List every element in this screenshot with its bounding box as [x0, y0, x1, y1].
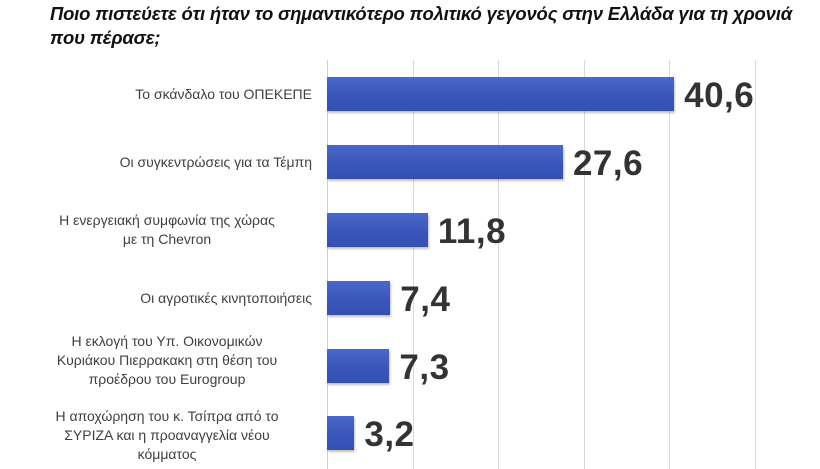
value-label: 27,6	[572, 144, 644, 183]
category-label-line: Οι συγκεντρώσεις για τα Τέμπη	[119, 153, 312, 170]
category-label-line: Κυριάκου Πιερρακακη στη θέση του	[56, 351, 278, 368]
gridline-10	[413, 60, 414, 469]
category-label: Η εκλογή του Υπ. Οικονομικών Κυριάκου Πι…	[22, 330, 312, 390]
value-label: 11,8	[437, 212, 507, 251]
gridline-50	[755, 60, 756, 469]
value-label: 40,6	[684, 76, 755, 115]
bar	[327, 349, 390, 383]
bar	[327, 77, 675, 111]
category-label: Οι συγκεντρώσεις για τα Τέμπη	[22, 145, 312, 179]
bar	[327, 213, 428, 247]
gridline-40	[669, 60, 670, 469]
category-label-line: κόμματος	[137, 445, 197, 462]
category-label-line: Η εκλογή του Υπ. Οικονομικών	[71, 332, 263, 349]
category-label-line: Οι αγροτικές κινητοποιήσεις	[140, 289, 312, 306]
category-label-line: Το σκάνδαλο του ΟΠΕΚΕΠΕ	[135, 85, 312, 102]
bar	[327, 145, 563, 179]
gridline-20	[498, 60, 499, 469]
bar	[327, 281, 391, 315]
category-label-line: Η αποχώρηση του κ. Τσίπρα από το	[55, 407, 279, 424]
value-label: 3,2	[364, 415, 415, 454]
value-label: 7,3	[399, 348, 450, 387]
y-axis-line	[327, 60, 328, 469]
category-label: Οι αγροτικές κινητοποιήσεις	[22, 281, 312, 315]
gridline-30	[584, 60, 585, 469]
category-label-line: ΣΥΡΙΖΑ και η προαναγγελία νέου	[64, 426, 270, 443]
chart-title: Ποιο πιστεύετε ότι ήταν το σημαντικότερο…	[50, 3, 792, 48]
category-label-line: Η ενεργειακή συμφωνία της χώρας	[59, 212, 275, 228]
bar	[327, 416, 355, 450]
value-label: 7,4	[400, 280, 451, 319]
category-label: Η ενεργειακή συμφωνία της χώρας με τη Ch…	[22, 211, 312, 249]
category-label-line: προέδρου του Eurogroup	[88, 370, 246, 387]
category-label: Το σκάνδαλο του ΟΠΕΚΕΠΕ	[22, 77, 312, 111]
category-label: Η αποχώρηση του κ. Τσίπρα από το ΣΥΡΙΖΑ …	[22, 405, 312, 465]
category-label-line: με τη Chevron	[122, 231, 212, 247]
